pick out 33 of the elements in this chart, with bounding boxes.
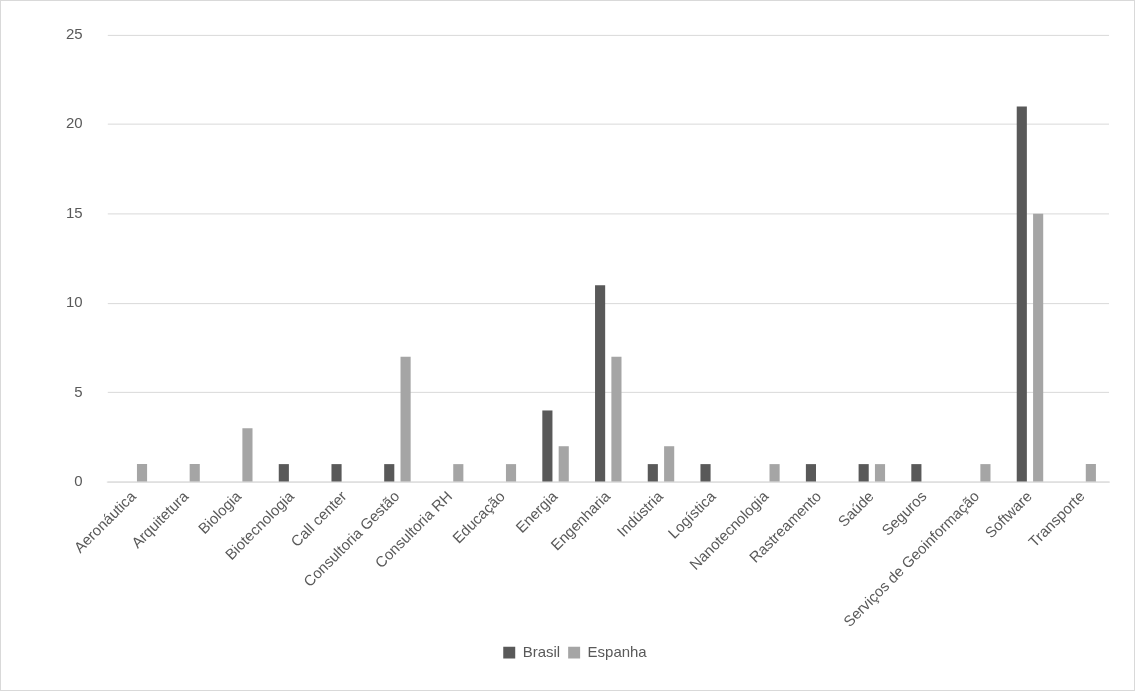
y-tick-label: 0	[74, 472, 83, 490]
bar	[400, 356, 411, 482]
bar	[453, 464, 464, 482]
bar	[700, 464, 711, 482]
y-tick-label: 25	[65, 25, 83, 43]
bar	[278, 464, 289, 482]
bar	[1033, 213, 1044, 482]
bar	[858, 464, 869, 482]
bar	[384, 464, 395, 482]
bar	[542, 410, 553, 482]
bar	[980, 464, 991, 482]
bar	[505, 464, 517, 482]
bar	[1016, 106, 1027, 482]
y-tick-label: 20	[65, 114, 83, 132]
bar	[874, 464, 886, 482]
bar	[911, 464, 922, 482]
bar	[769, 464, 780, 482]
bar	[331, 464, 342, 482]
bar	[805, 464, 817, 482]
y-tick-label: 5	[74, 382, 83, 400]
legend-label: Brasil	[522, 642, 561, 660]
bar	[1085, 464, 1096, 482]
y-tick-label: 15	[65, 203, 83, 221]
bar	[189, 464, 200, 482]
bar	[242, 428, 253, 482]
y-tick-label: 10	[65, 293, 83, 311]
legend-label: Espanha	[587, 642, 648, 660]
bar	[558, 446, 569, 482]
bar	[647, 464, 658, 482]
bar	[136, 464, 148, 482]
bar	[664, 446, 675, 482]
bar	[611, 356, 622, 482]
bar	[595, 285, 606, 482]
